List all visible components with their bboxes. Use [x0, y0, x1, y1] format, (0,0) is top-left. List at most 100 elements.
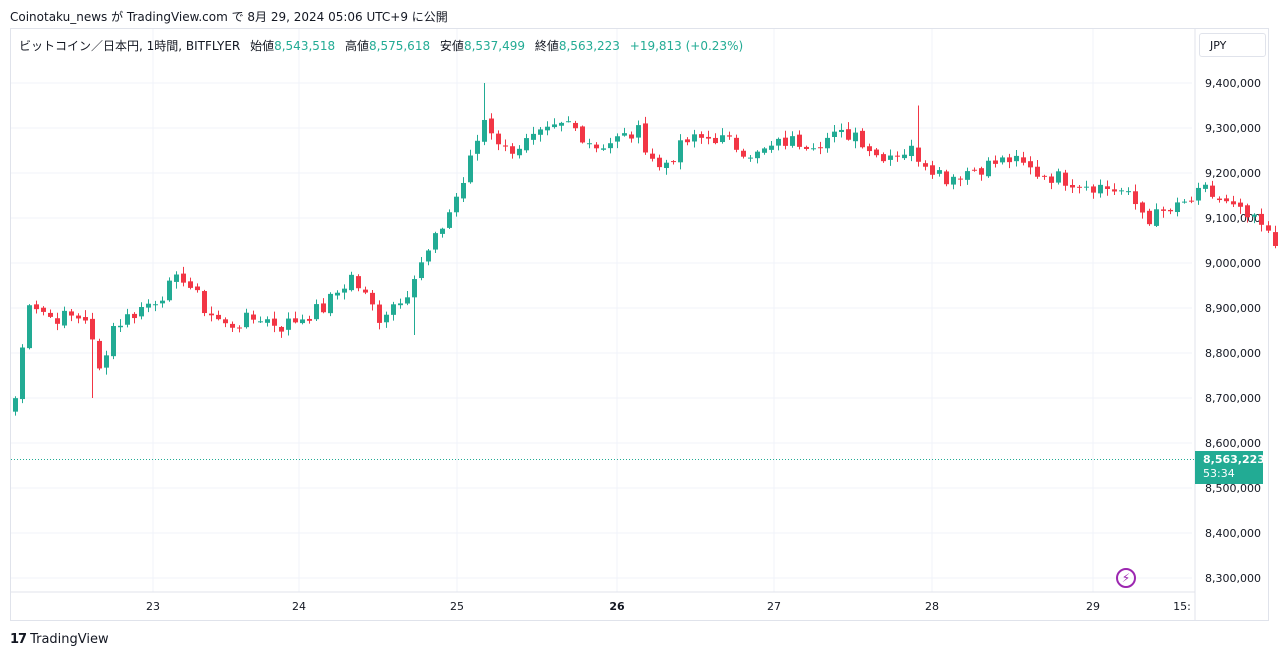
- candle-body: [923, 163, 928, 167]
- candle-body: [650, 153, 655, 159]
- candle-body: [1021, 157, 1026, 163]
- candle-body: [559, 122, 564, 126]
- y-tick-label: 8,700,000: [1205, 392, 1261, 405]
- candle-body: [202, 291, 207, 314]
- y-tick-label: 8,600,000: [1205, 437, 1261, 450]
- candle-body: [1210, 185, 1215, 197]
- high-value: 8,575,618: [369, 39, 431, 53]
- candle-body: [181, 273, 186, 283]
- candle-body: [1175, 202, 1180, 213]
- currency-button[interactable]: JPY: [1199, 33, 1266, 57]
- candle-body: [468, 155, 473, 183]
- y-tick-label: 9,200,000: [1205, 167, 1261, 180]
- candle-body: [1147, 210, 1152, 225]
- candle-body: [692, 134, 697, 142]
- candle-body: [1168, 209, 1173, 212]
- y-tick-label: 8,900,000: [1205, 302, 1261, 315]
- candle-body: [1154, 209, 1159, 226]
- candle-body: [629, 134, 634, 139]
- candle-body: [1238, 202, 1243, 207]
- candle-body: [223, 319, 228, 324]
- close-label: 終値: [534, 39, 559, 53]
- candle-body: [1266, 225, 1271, 231]
- x-tick-label: 27: [767, 600, 781, 613]
- candle-body: [1217, 198, 1222, 201]
- y-tick-label: 8,500,000: [1205, 482, 1261, 495]
- candle-body: [573, 122, 578, 129]
- candle-body: [1049, 176, 1054, 183]
- candle-body: [979, 168, 984, 175]
- candle-body: [545, 126, 550, 131]
- candle-body: [1063, 172, 1068, 186]
- candle-body: [741, 150, 746, 157]
- candle-body: [237, 327, 242, 329]
- candle-body: [195, 286, 200, 291]
- candle-body: [1196, 187, 1201, 201]
- candle-body: [1000, 157, 1005, 163]
- candle-body: [734, 137, 739, 150]
- candle-body: [440, 228, 445, 234]
- candle-body: [335, 292, 340, 296]
- candle-body: [272, 318, 277, 326]
- candle-body: [454, 196, 459, 213]
- candle-body: [1119, 190, 1124, 192]
- candle-body: [258, 321, 263, 323]
- candle-body: [811, 148, 816, 150]
- candle-body: [265, 319, 270, 323]
- candle-body: [1028, 161, 1033, 168]
- candle-body: [153, 304, 158, 306]
- y-tick-label: 9,000,000: [1205, 257, 1261, 270]
- y-tick-label: 9,300,000: [1205, 122, 1261, 135]
- y-tick-label: 9,100,000: [1205, 212, 1261, 225]
- candle-body: [622, 133, 627, 136]
- candle-body: [167, 280, 172, 301]
- candle-body: [377, 304, 382, 323]
- candle-body: [958, 178, 963, 180]
- candle-body: [90, 318, 95, 340]
- candle-body: [1140, 202, 1145, 213]
- candle-body: [55, 318, 60, 324]
- x-tick-label: 29: [1086, 600, 1100, 613]
- candle-body: [34, 304, 39, 310]
- candle-body: [566, 121, 571, 123]
- candle-body: [1224, 198, 1229, 202]
- candle-body: [496, 133, 501, 145]
- candle-body: [580, 126, 585, 143]
- lightning-icon[interactable]: ⚡: [1116, 568, 1136, 588]
- candle-body: [279, 326, 284, 332]
- candle-body: [1259, 213, 1264, 225]
- candle-body: [874, 149, 879, 156]
- open-value: 8,543,518: [274, 39, 336, 53]
- candle-body: [1105, 186, 1110, 189]
- candle-body: [370, 292, 375, 305]
- candle-body: [594, 144, 599, 149]
- candle-body: [552, 124, 557, 128]
- candle-body: [1161, 209, 1166, 211]
- candle-body: [69, 311, 74, 316]
- candle-body: [321, 303, 326, 313]
- candle-body: [244, 312, 249, 328]
- candle-body: [356, 276, 361, 289]
- candle-body: [48, 312, 53, 317]
- candle-body: [748, 157, 753, 159]
- tradingview-logo[interactable]: 17 TradingView: [10, 632, 109, 647]
- candle-body: [930, 165, 935, 175]
- candle-body: [685, 139, 690, 143]
- high-label: 高値: [345, 39, 370, 53]
- candle-body: [384, 314, 389, 323]
- candle-body: [314, 304, 319, 320]
- candle-body: [615, 136, 620, 142]
- candle-body: [839, 129, 844, 133]
- candle-body: [426, 250, 431, 262]
- candle-body: [209, 313, 214, 316]
- candle-body: [804, 146, 809, 149]
- candle-body: [993, 160, 998, 164]
- open-label: 始値: [250, 39, 275, 53]
- tradingview-mark-icon: 17: [10, 632, 27, 647]
- candle-body: [965, 171, 970, 180]
- symbol-label[interactable]: ビットコイン／日本円, 1時間, BITFLYER: [19, 39, 241, 53]
- candle-body: [853, 132, 858, 142]
- candle-body: [797, 134, 802, 147]
- candle-body: [657, 157, 662, 168]
